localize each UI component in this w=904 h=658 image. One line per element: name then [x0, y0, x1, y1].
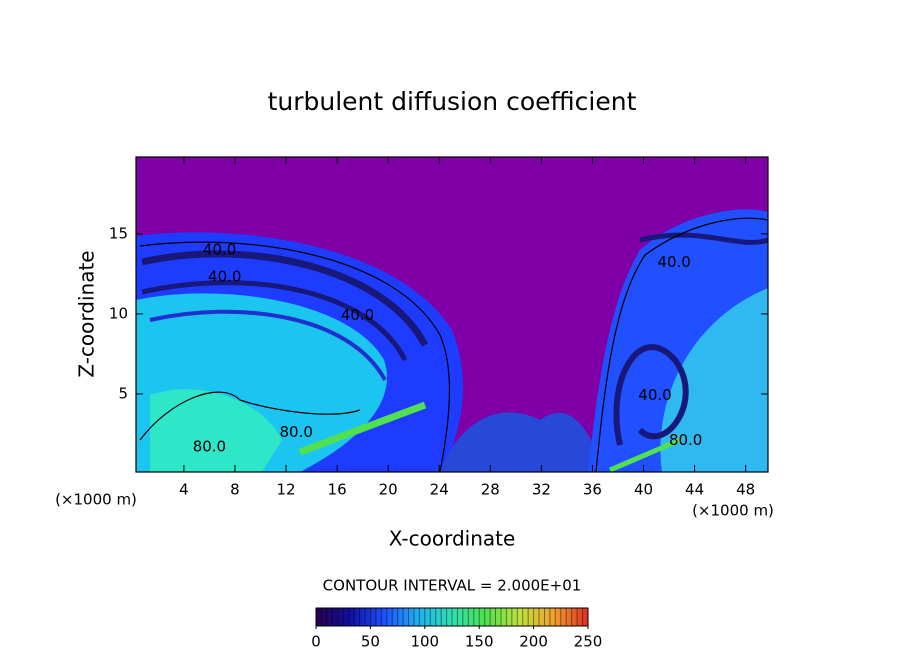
field-band: [609, 437, 681, 472]
colorbar: [315, 607, 589, 627]
contour-line: [139, 391, 361, 441]
field-region: [440, 412, 602, 472]
field-band: [613, 344, 689, 446]
x-tick-label: 40: [634, 481, 653, 499]
colorbar-tick-label: 100: [410, 633, 439, 651]
field-band: [141, 280, 408, 362]
contour-line: [139, 241, 451, 472]
contour-label: 40.0: [657, 253, 690, 271]
y-axis-label: Z-coordinate: [75, 250, 99, 377]
y-tick-label: 10: [109, 304, 128, 322]
x-tick-label: 20: [379, 481, 398, 499]
contour-label: 40.0: [341, 306, 374, 324]
contour-label: 40.0: [208, 268, 241, 286]
colorbar-tick-label: 200: [519, 633, 548, 651]
x-tick-label: 8: [230, 481, 240, 499]
x-axis-unit: (×1000 m): [692, 502, 774, 520]
x-tick-label: 48: [736, 481, 755, 499]
chart-title: turbulent diffusion coefficient: [268, 87, 637, 116]
x-tick-label: 32: [532, 481, 551, 499]
x-axis-label: X-coordinate: [389, 527, 516, 551]
field: [136, 157, 768, 472]
colorbar-tick-label: 50: [361, 633, 380, 651]
contour-line: [595, 217, 768, 472]
y-tick-label: 15: [109, 224, 128, 242]
contour-label: 80.0: [193, 437, 226, 455]
colorbar-tick-label: 250: [574, 633, 603, 651]
x-tick-label: 36: [583, 481, 602, 499]
field-band: [149, 309, 387, 381]
field-band: [141, 250, 429, 347]
y-axis-unit: (×1000 m): [55, 491, 137, 509]
colorbar-label: CONTOUR INTERVAL = 2.000E+01: [323, 577, 582, 595]
y-tick-label: 5: [118, 384, 128, 402]
field-region: [660, 288, 768, 472]
field-band: [639, 232, 768, 245]
contour-label: 40.0: [203, 240, 236, 258]
x-tick-label: 12: [276, 481, 295, 499]
field-band: [298, 401, 427, 456]
x-tick-label: 16: [328, 481, 347, 499]
x-tick-label: 24: [430, 481, 449, 499]
colorbar-tick-label: 150: [465, 633, 494, 651]
field-region: [150, 389, 282, 472]
contour-label: 40.0: [638, 386, 671, 404]
x-tick-label: 44: [685, 481, 704, 499]
x-tick-label: 4: [179, 481, 189, 499]
colorbar-tick-label: 0: [311, 633, 321, 651]
contour-label: 80.0: [280, 423, 313, 441]
contour-label: 80.0: [669, 431, 702, 449]
x-tick-label: 28: [481, 481, 500, 499]
plot-frame: [135, 156, 769, 473]
